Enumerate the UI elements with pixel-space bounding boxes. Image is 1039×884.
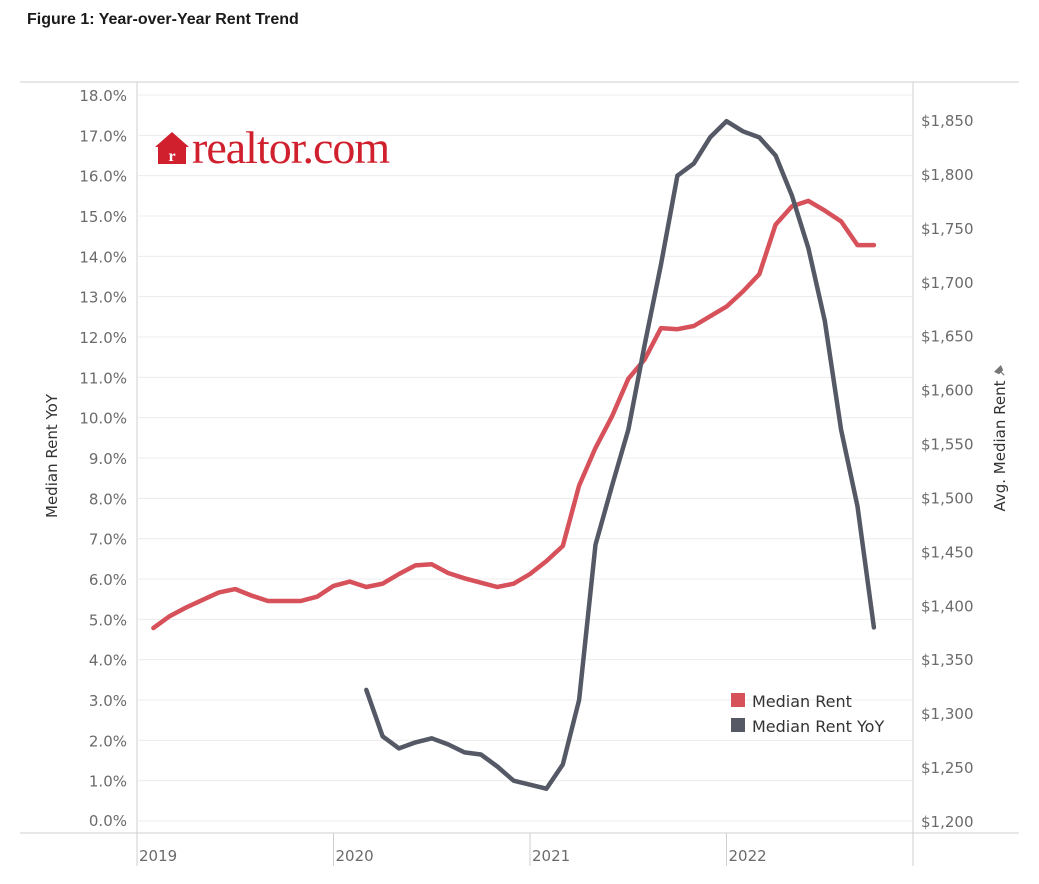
y-left-tick-label: 8.0% (89, 490, 127, 508)
y-right-tick-label: $1,600 (921, 382, 974, 400)
y-left-tick-label: 13.0% (79, 289, 127, 307)
y-right-tick-label: $1,550 (921, 436, 974, 454)
logo-text: realtor.com (192, 122, 390, 173)
y-right-tick-label: $1,750 (921, 220, 974, 238)
y-right-tick-label: $1,200 (921, 813, 974, 831)
y-left-tick-label: 0.0% (89, 812, 127, 830)
y-right-tick-label: $1,850 (921, 112, 974, 130)
y-right-tick-label: $1,500 (921, 489, 974, 507)
y-right-tick-label: $1,300 (921, 705, 974, 723)
series-line-median-rent[interactable] (151, 198, 877, 631)
legend: Median Rent Median Rent YoY (731, 692, 884, 736)
y-left-tick-label: 5.0% (89, 611, 127, 629)
y-right-tick-label: $1,350 (921, 651, 974, 669)
y-right-ticks: $1,850 $1,800 $1,750 $1,700 $1,650 $1,600 $1,5… (921, 112, 974, 831)
x-ticks: 2019 2020 2021 2022 (136, 833, 767, 866)
legend-swatch-median-rent (731, 693, 745, 707)
y-right-axis-label: Avg. Median Rent (991, 380, 1009, 511)
y-left-tick-label: 14.0% (79, 248, 127, 266)
y-right-tick-label: $1,400 (921, 597, 974, 615)
page-title: Figure 1: Year-over-Year Rent Trend (27, 11, 299, 28)
y-left-tick-label: 17.0% (79, 127, 127, 145)
y-left-axis-label: Median Rent YoY (43, 393, 61, 518)
y-left-tick-label: 10.0% (79, 410, 127, 428)
y-left-tick-label: 16.0% (79, 168, 127, 186)
y-left-tick-label: 2.0% (89, 732, 127, 750)
y-left-tick-label: 15.0% (79, 208, 127, 226)
x-tick-label: 2019 (139, 847, 177, 865)
gridlines (137, 94, 913, 822)
house-r-icon: r (155, 132, 189, 165)
y-left-tick-label: 18.0% (79, 87, 127, 105)
x-tick-label: 2020 (336, 847, 374, 865)
y-left-tick-label: 6.0% (89, 571, 127, 589)
pin-icon[interactable] (994, 365, 1007, 378)
y-left-tick-label: 4.0% (89, 652, 127, 670)
x-tick-label: 2022 (729, 847, 767, 865)
series-lines (151, 118, 877, 791)
y-left-tick-label: 9.0% (89, 450, 127, 468)
legend-swatch-median-rent-yoy (731, 718, 745, 732)
y-right-tick-label: $1,650 (921, 328, 974, 346)
y-left-ticks: 18.0% 17.0% 16.0% 15.0% 14.0% 13.0% 12.0% 11.0%… (79, 87, 127, 830)
y-right-tick-label: $1,450 (921, 543, 974, 561)
y-left-tick-label: 3.0% (89, 692, 127, 710)
y-left-tick-label: 11.0% (79, 369, 127, 387)
x-tick-label: 2021 (532, 847, 570, 865)
y-right-tick-label: $1,700 (921, 274, 974, 292)
legend-label-median-rent-yoy: Median Rent YoY (752, 717, 884, 736)
series-line-median-rent-yoy[interactable] (364, 118, 877, 791)
y-left-tick-label: 12.0% (79, 329, 127, 347)
legend-label-median-rent: Median Rent (752, 692, 852, 711)
y-left-tick-label: 7.0% (89, 531, 127, 549)
y-left-tick-label: 1.0% (89, 773, 127, 791)
y-right-tick-label: $1,800 (921, 166, 974, 184)
y-right-tick-label: $1,250 (921, 759, 974, 777)
realtor-logo: r realtor.com (155, 122, 391, 173)
svg-text:r: r (168, 148, 175, 165)
